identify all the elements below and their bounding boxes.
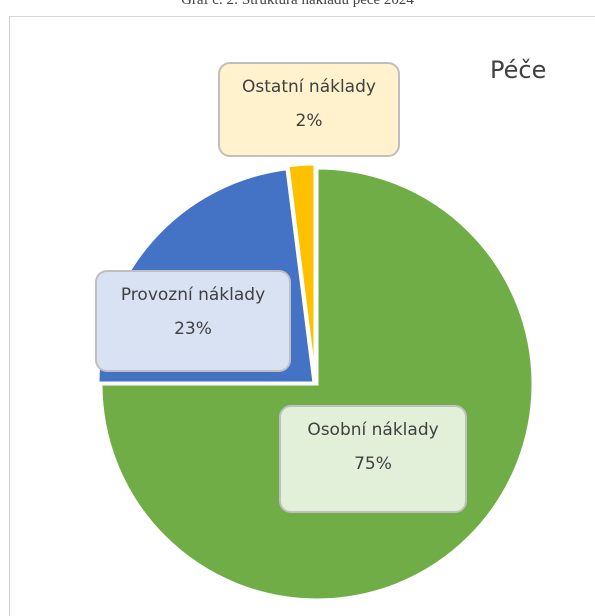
slice-label-provozni: Provozní náklady 23% [95,270,291,372]
slice-label-percent: 75% [354,454,392,474]
slice-label-percent: 23% [174,319,212,339]
slice-label-name: Osobní náklady [307,420,439,440]
slice-label-percent: 2% [295,111,323,131]
slice-label-name: Ostatní náklady [242,77,376,97]
pie-slice-3 [286,162,317,381]
slice-label-osobni: Osobní náklady 75% [279,405,467,513]
chart-title: Péče [490,56,547,84]
slice-label-name: Provozní náklady [120,285,266,305]
figure-caption: Graf č. 2: Struktura nákladů péče 2024 [181,0,414,8]
slice-label-ostatni: Ostatní náklady 2% [218,62,400,157]
chart-frame [9,16,595,616]
